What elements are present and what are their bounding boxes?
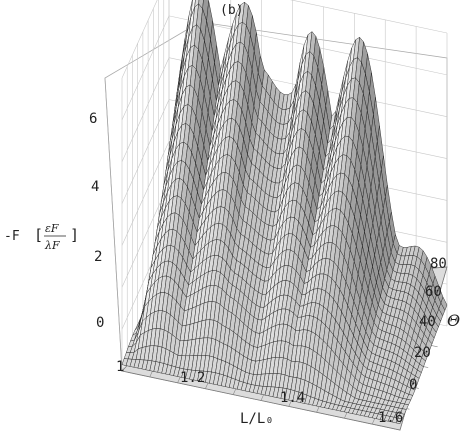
back-wall-grid-line xyxy=(290,0,448,34)
z-axis-ticks: 6 4 2 0 xyxy=(89,111,104,331)
z-tick-label: 2 xyxy=(94,249,102,265)
surface-mesh xyxy=(121,0,448,424)
z-tick-label: 6 xyxy=(89,111,97,127)
z-tick-label: 4 xyxy=(91,179,99,195)
x-tick-label: 1 xyxy=(116,359,124,375)
y-tick-label: 60 xyxy=(425,284,442,300)
y-tick-label: 80 xyxy=(430,256,447,272)
x-tick-label: 1.4 xyxy=(280,390,305,406)
z-axis-prefix: -F xyxy=(4,229,20,244)
x-axis-title: L/L₀ xyxy=(240,411,274,427)
x-tick-label: 1.2 xyxy=(180,370,205,386)
z-axis-denominator: λF xyxy=(44,239,60,252)
y-axis-title: Θ xyxy=(447,311,460,330)
left-wall-grid-line xyxy=(121,57,170,162)
left-wall-grid-line xyxy=(121,99,170,204)
z-axis-title: -F [ εF λF ] xyxy=(4,222,79,252)
z-tick-label: 0 xyxy=(96,315,104,331)
left-wall-grid-line xyxy=(121,0,158,79)
y-tick-label: 40 xyxy=(419,314,436,330)
x-tick-label: 1.6 xyxy=(378,410,403,426)
left-wall-grid-line xyxy=(121,183,170,288)
z-axis-numerator: εF xyxy=(45,222,59,235)
left-wall-grid-line xyxy=(121,141,170,246)
z-axis-bracket-left: [ xyxy=(34,226,43,244)
y-tick-label: 20 xyxy=(414,345,431,361)
x-axis-ticks: 1 1.2 1.4 1.6 xyxy=(116,359,403,426)
y-axis-ticks: 0 20 40 60 80 xyxy=(409,256,447,393)
surface-patch xyxy=(395,417,403,424)
z-axis-bracket-right: ] xyxy=(70,226,79,244)
y-tick-label: 0 xyxy=(409,377,417,393)
left-wall-grid-line xyxy=(121,15,170,120)
chart-title: (b) xyxy=(220,3,243,18)
